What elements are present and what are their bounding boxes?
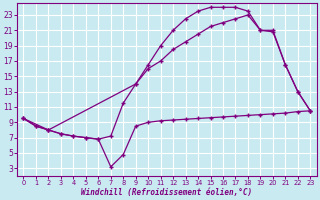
X-axis label: Windchill (Refroidissement éolien,°C): Windchill (Refroidissement éolien,°C) (81, 188, 252, 197)
